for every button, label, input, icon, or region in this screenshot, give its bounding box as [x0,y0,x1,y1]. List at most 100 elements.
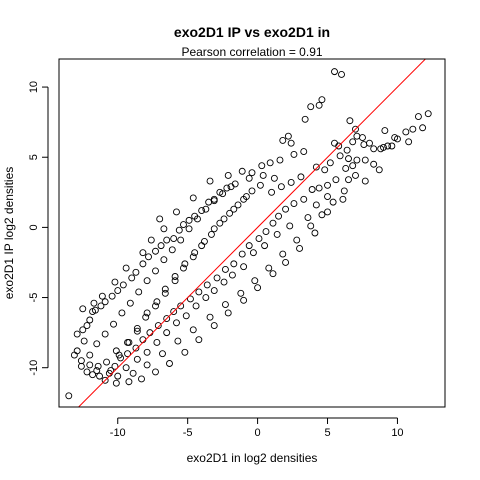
data-point [301,115,309,123]
data-point [336,152,344,160]
data-point [377,145,385,153]
data-point [122,264,130,272]
data-point [273,230,281,238]
data-point [349,162,357,170]
data-point [237,289,245,297]
identity-line [77,59,427,407]
data-point [293,236,301,244]
data-point [177,236,185,244]
data-point [268,188,276,196]
data-point [224,172,232,179]
data-point [384,142,392,150]
data-point [227,183,235,191]
data-point [182,312,190,320]
data-point [145,253,152,261]
data-point [203,281,211,289]
data-point [230,260,238,268]
data-point [242,193,250,200]
data-point [133,355,141,363]
data-point [259,172,267,179]
data-point [300,148,308,156]
data-point [220,278,228,286]
data-point [139,249,147,257]
data-point [206,313,214,321]
data-point [175,226,183,234]
chart-subtitle: Pearson correlation = 0.91 [181,45,322,59]
x-axis-label: exo2D1 in log2 densities [187,451,318,465]
data-point [255,235,263,243]
data-point [79,326,87,334]
data-point [254,284,262,292]
data-point [189,253,197,261]
data-point [124,350,131,358]
data-point [156,215,164,223]
data-point [159,350,166,358]
data-point [342,164,350,172]
data-point [194,215,201,223]
data-point [276,156,284,164]
data-point [290,150,298,158]
data-point [370,145,378,153]
data-point [153,298,161,306]
data-point [202,294,210,301]
data-point [287,179,295,186]
data-point [266,159,274,167]
data-point [111,362,119,370]
data-point [213,274,221,282]
data-point [170,235,178,243]
data-point [346,117,354,125]
data-point [206,177,214,185]
data-point [324,208,331,216]
data-point [290,200,298,207]
data-point [143,361,151,369]
y-tick-label: -10 [28,360,40,376]
data-point [226,209,234,217]
data-point [177,302,185,310]
data-point [311,229,319,237]
data-point [152,267,159,275]
data-point [349,138,357,146]
data-point [163,236,171,244]
data-point [80,337,88,345]
data-point [171,277,179,285]
data-point [220,215,228,223]
data-point [160,256,168,264]
data-point [114,372,122,380]
data-point [223,184,231,192]
data-point [161,285,169,293]
data-point [265,264,273,272]
x-tick-label: 0 [255,427,261,439]
data-point [251,277,259,285]
data-point [414,113,422,120]
data-point [338,70,345,78]
data-point [139,260,147,268]
data-point [65,392,73,400]
data-point [219,190,227,198]
plot-frame [58,58,446,408]
data-point [391,134,399,142]
data-point [142,313,150,321]
data-point [315,101,323,109]
data-point [361,177,369,185]
data-point [147,236,155,244]
data-point [187,295,194,303]
data-point [249,249,257,257]
data-point [180,221,187,229]
y-axis: -10 -5 0 5 10 [28,81,49,376]
data-point [171,273,179,280]
data-point [98,292,106,300]
data-point [152,302,159,310]
data-point [195,288,203,296]
data-point [126,299,134,307]
data-point [353,156,361,164]
data-point [352,172,359,179]
data-point [256,181,264,189]
data-point [248,169,256,177]
x-axis: -10 -5 0 5 10 [110,417,404,439]
data-point [238,250,246,258]
y-tick-label: -5 [28,293,40,303]
data-point [202,205,210,213]
data-point [224,309,232,317]
data-point [154,322,162,330]
